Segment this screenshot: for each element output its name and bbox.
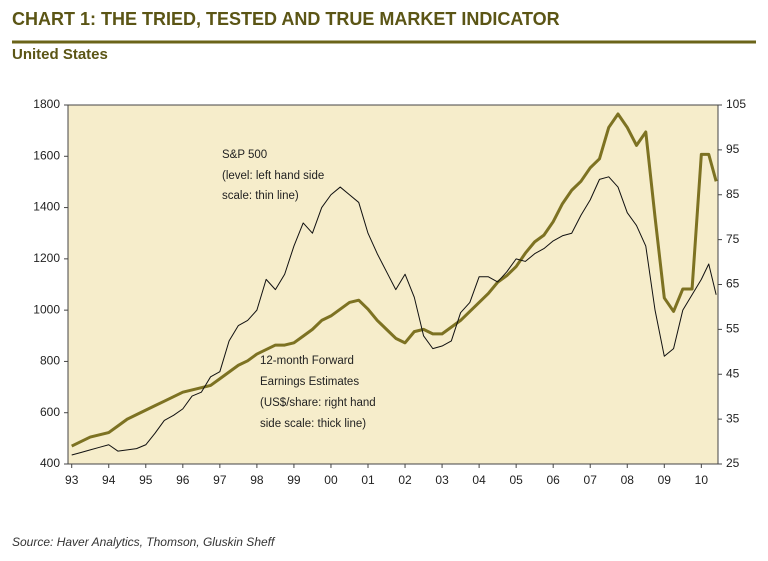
y-tick-label: 800 — [40, 354, 60, 368]
annotations: S&P 500 (level: left hand side scale: th… — [222, 149, 376, 430]
annotation: 12-month Forward — [260, 355, 354, 367]
y2-tick-label: 95 — [726, 142, 740, 156]
annotation: Earnings Estimates — [260, 376, 359, 388]
y2-tick-label: 85 — [726, 187, 740, 201]
annotation: S&P 500 — [222, 149, 267, 161]
y2-tick-label: 65 — [726, 277, 740, 291]
x-tick-label: 94 — [102, 473, 116, 487]
chart-title: CHART 1: THE TRIED, TESTED AND TRUE MARK… — [12, 9, 560, 29]
x-tick-label: 08 — [621, 473, 635, 487]
y2-tick-label: 35 — [726, 411, 740, 425]
x-tick-label: 06 — [547, 473, 561, 487]
y2-tick-label: 105 — [726, 97, 746, 111]
y-tick-label: 600 — [40, 405, 60, 419]
x-tick-label: 07 — [584, 473, 598, 487]
y2-tick-label: 45 — [726, 366, 740, 380]
x-tick-label: 98 — [250, 473, 264, 487]
x-tick-label: 96 — [176, 473, 190, 487]
y2-tick-label: 55 — [726, 322, 740, 336]
x-tick-label: 00 — [324, 473, 338, 487]
y2-tick-label: 75 — [726, 232, 740, 246]
y-tick-label: 1400 — [33, 200, 60, 214]
x-tick-label: 10 — [695, 473, 709, 487]
annotation: side scale: thick line) — [260, 418, 366, 430]
x-tick-label: 09 — [658, 473, 672, 487]
annotation: (level: left hand side — [222, 170, 324, 182]
annotation: (US$/share: right hand — [260, 397, 376, 409]
y-tick-label: 1200 — [33, 251, 60, 265]
series-line — [71, 112, 718, 448]
x-tick-label: 02 — [398, 473, 412, 487]
annotation: scale: thin line) — [222, 190, 299, 202]
x-tick-label: 95 — [139, 473, 153, 487]
y-tick-label: 400 — [40, 456, 60, 470]
x-tick-label: 03 — [435, 473, 449, 487]
x-tick-label: 99 — [287, 473, 301, 487]
y-tick-label: 1600 — [33, 148, 60, 162]
x-tick-label: 04 — [472, 473, 486, 487]
y-tick-label: 1800 — [33, 97, 60, 111]
chart-subtitle: United States — [12, 46, 108, 63]
x-tick-label: 93 — [65, 473, 79, 487]
x-tick-label: 01 — [361, 473, 375, 487]
source: Source: Haver Analytics, Thomson, Gluski… — [12, 535, 276, 549]
y-tick-label: 1000 — [33, 302, 60, 316]
x-tick-label: 97 — [213, 473, 227, 487]
x-tick-label: 05 — [509, 473, 523, 487]
y2-tick-label: 25 — [726, 456, 740, 470]
series-line — [71, 176, 717, 456]
